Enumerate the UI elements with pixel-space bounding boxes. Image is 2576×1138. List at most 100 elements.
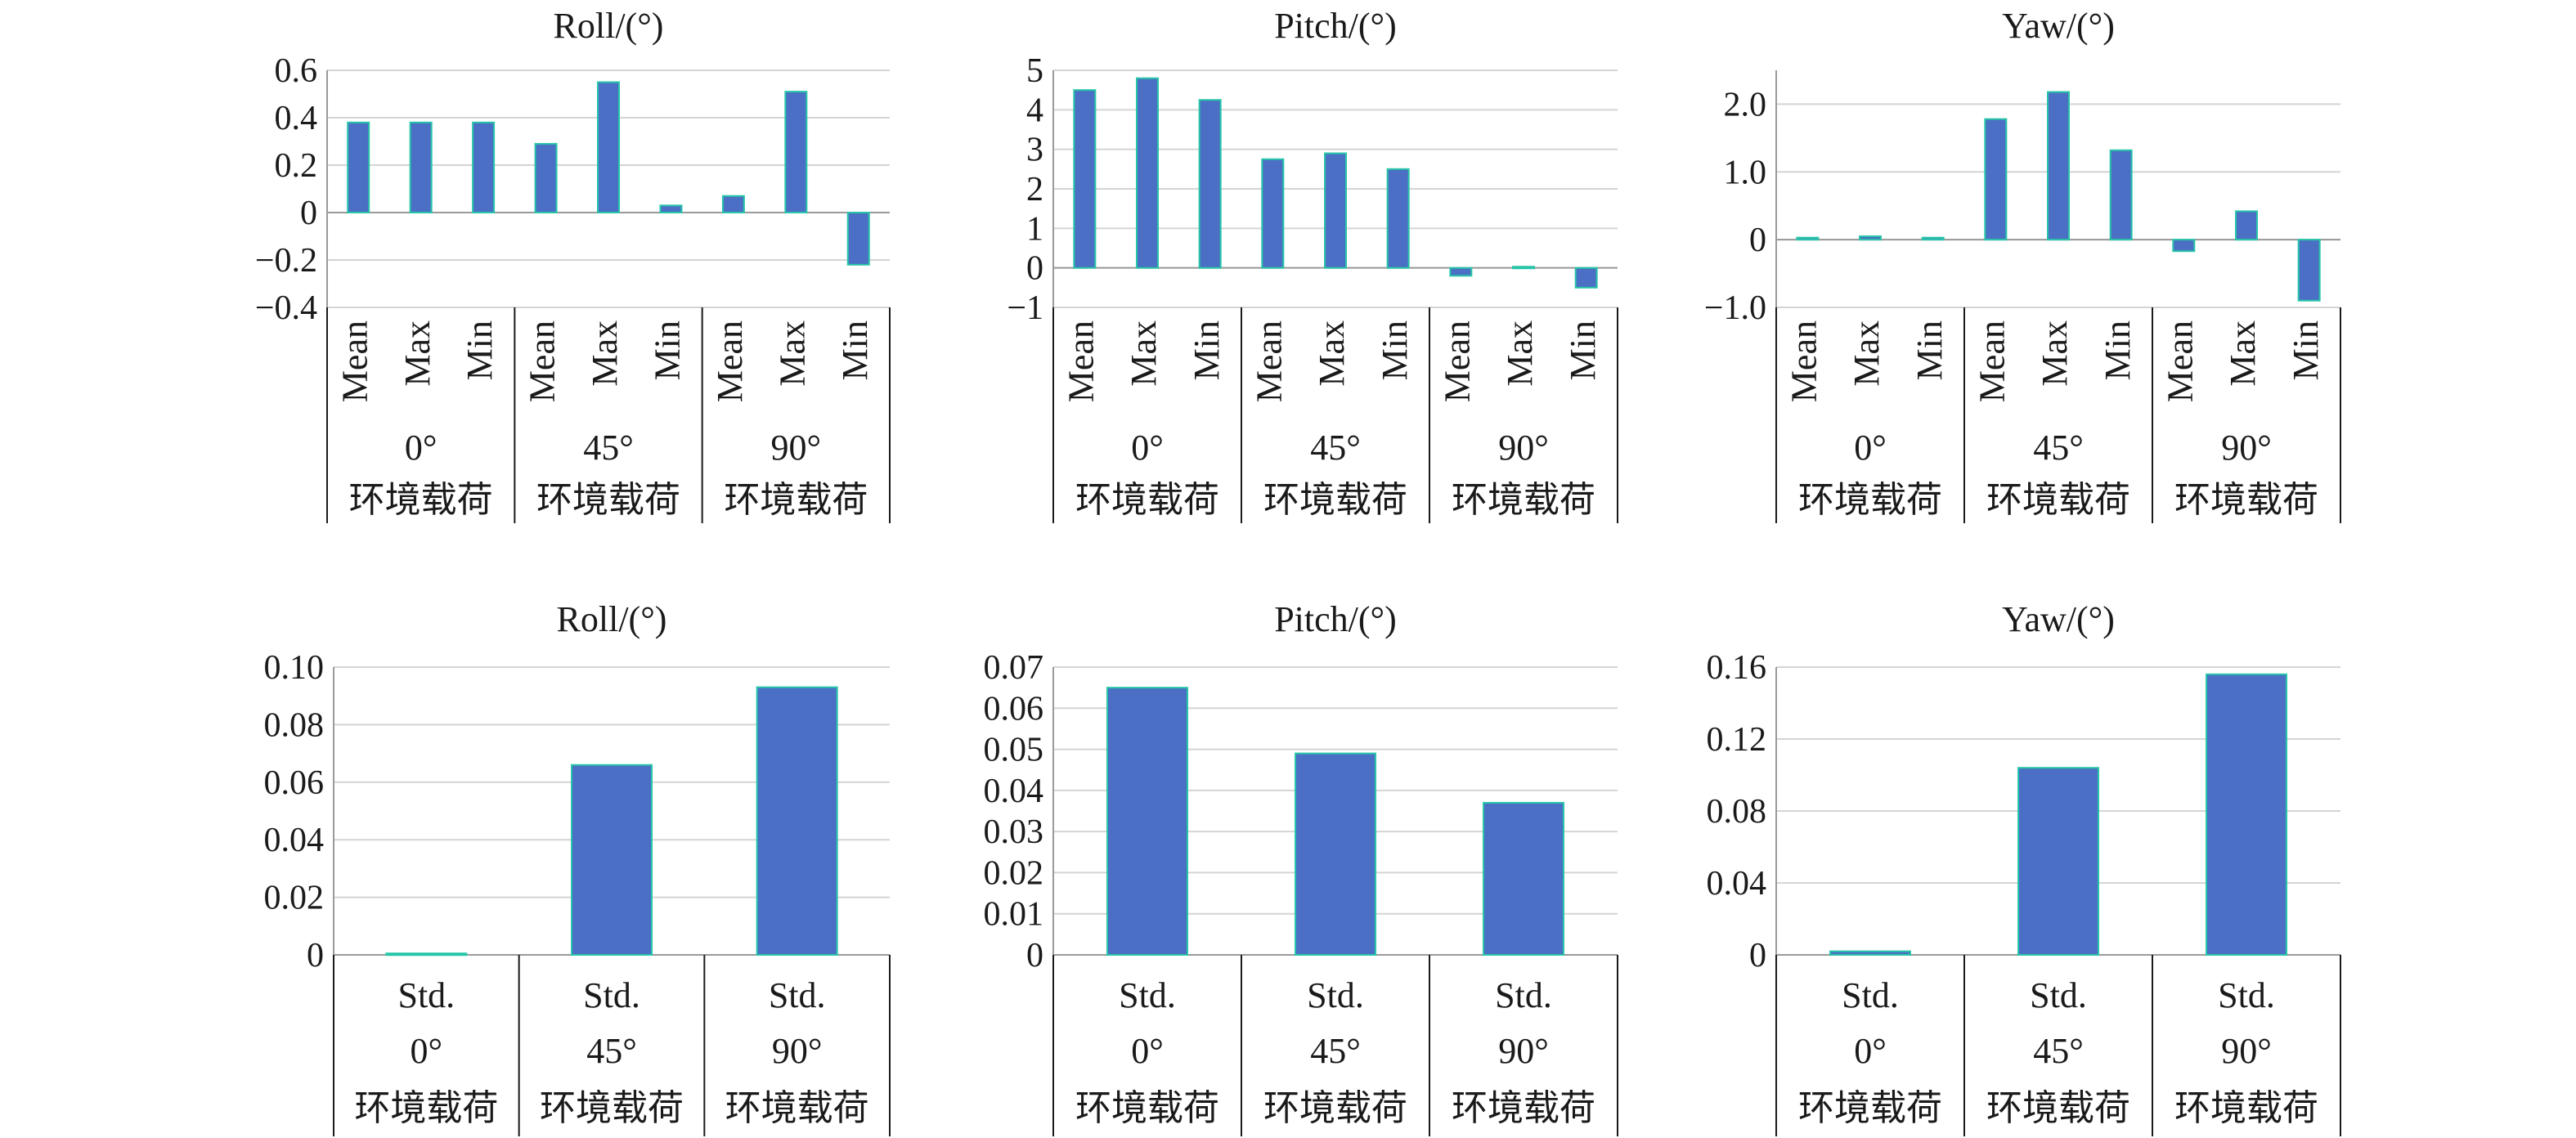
- chart-4-ytick-label: 0.04: [264, 822, 325, 859]
- chart-1-category-label: Min: [835, 320, 875, 380]
- chart-3-ytick-label: 1.0: [1724, 154, 1767, 191]
- chart-3-category-label: Mean: [2160, 320, 2200, 402]
- chart-5-group-angle: 45°: [1310, 1031, 1361, 1071]
- chart-2-category-label: Min: [1563, 320, 1603, 380]
- chart-3-ytick-label: −1.0: [1704, 289, 1766, 327]
- chart-2-ytick-label: 0: [1026, 250, 1043, 288]
- chart-1-bar: [659, 204, 683, 214]
- chart-3-group-angle: 45°: [2033, 428, 2084, 468]
- chart-3-category-label: Max: [2035, 320, 2075, 387]
- chart-2-category-label: Min: [1187, 320, 1227, 380]
- chart-6-group-angle: 0°: [1854, 1031, 1887, 1071]
- chart-4-group-label: 环境载荷: [725, 1088, 869, 1128]
- chart-1-title: Roll/(°): [554, 6, 664, 46]
- chart-2-title: Pitch/(°): [1274, 6, 1397, 46]
- chart-2-ytick-label: 2: [1026, 171, 1043, 208]
- chart-2-bar: [1512, 266, 1535, 270]
- chart-3-bar: [2109, 149, 2133, 241]
- chart-3-category-label: Mean: [1784, 320, 1824, 402]
- chart-2-group-label: 环境载荷: [1263, 480, 1407, 520]
- chart-5-group-label: 环境载荷: [1263, 1088, 1407, 1128]
- chart-2-category-label: Max: [1312, 320, 1352, 387]
- chart-5-category-label: Std.: [1119, 975, 1176, 1015]
- chart-1-bar: [534, 142, 558, 213]
- chart-3-group-angle: 0°: [1854, 428, 1887, 468]
- chart-5: Pitch/(°) 00.01 0.020.030.04 0.05 0.060.07 St…: [984, 599, 1618, 1136]
- chart-1-bar: [784, 91, 808, 213]
- chart-1-ytick-label: 0: [300, 195, 317, 232]
- chart-3-bar: [1984, 118, 2008, 241]
- chart-3-bar: [1921, 236, 1945, 241]
- chart-6-ytick-label: 0.16: [1707, 649, 1767, 687]
- chart-1-group-label: 环境载荷: [536, 480, 680, 520]
- chart-4-category-label: Std.: [583, 975, 640, 1015]
- chart-2-category-label: Min: [1375, 320, 1415, 380]
- chart-6-ytick-label: 0.12: [1707, 721, 1767, 759]
- chart-3-category-label: Min: [2286, 320, 2326, 380]
- chart-3-category-label: Mean: [1972, 320, 2012, 402]
- chart-5-ytick-label: 0.07: [984, 649, 1044, 687]
- chart-6: Yaw/(°) 0 0.04 0.08 0.12 0.16 Std. 0° 环境载荷 Std. 45…: [1707, 599, 2341, 1136]
- chart-1-bar: [409, 121, 433, 213]
- chart-4-bar: [756, 686, 838, 956]
- chart-3-bar: [2297, 239, 2321, 302]
- chart-3-category-label: Max: [1847, 320, 1887, 387]
- chart-4-ytick-label: 0.02: [264, 880, 325, 917]
- chart-4-group-angle: 45°: [586, 1031, 637, 1071]
- chart-4-bar: [385, 952, 468, 957]
- chart-2-ytick-label: 1: [1026, 210, 1043, 248]
- chart-1-group-label: 环境载荷: [349, 480, 493, 520]
- chart-1-category-label: Min: [460, 320, 500, 380]
- chart-1-category-label: Mean: [334, 320, 375, 402]
- chart-5-category-label: Std.: [1495, 975, 1552, 1015]
- chart-4-group-label: 环境载荷: [540, 1088, 684, 1128]
- chart-1-group-angle: 90°: [771, 428, 822, 468]
- chart-2-group-label: 环境载荷: [1075, 480, 1219, 520]
- chart-1-category-label: Max: [585, 320, 625, 387]
- chart-3-title: Yaw/(°): [2002, 6, 2115, 46]
- chart-2-category-label: Max: [1500, 320, 1540, 387]
- chart-4-group-angle: 0°: [411, 1031, 443, 1071]
- chart-1-bar: [721, 195, 745, 213]
- chart-1-ytick-label: −0.2: [255, 242, 317, 280]
- chart-2-bar: [1136, 77, 1159, 269]
- chart-1-ytick-label: −0.4: [255, 289, 317, 327]
- chart-4-ytick-label: 0.08: [264, 706, 325, 744]
- chart-5-group-angle: 90°: [1498, 1031, 1549, 1071]
- chart-1-group-angle: 45°: [583, 428, 634, 468]
- chart-1-bar: [846, 212, 870, 266]
- chart-5-bar: [1295, 752, 1376, 956]
- chart-1-category-label: Max: [397, 320, 438, 387]
- chart-3-group-label: 环境载荷: [2174, 480, 2318, 520]
- chart-6-bar: [1829, 950, 1911, 956]
- chart-1-category-label: Mean: [710, 320, 750, 402]
- chart-6-bar: [2017, 767, 2099, 957]
- chart-1-bar: [347, 121, 370, 213]
- chart-5-bar: [1106, 687, 1188, 957]
- chart-3-bar: [1859, 235, 1882, 241]
- chart-6-group-label: 环境载荷: [1798, 1088, 1942, 1128]
- chart-3-category-label: Min: [1910, 320, 1950, 380]
- chart-2-bar: [1324, 152, 1347, 269]
- chart-2-bar: [1449, 267, 1473, 277]
- chart-2-bar: [1073, 89, 1097, 269]
- chart-6-group-angle: 45°: [2033, 1031, 2084, 1071]
- chart-6-group-angle: 90°: [2221, 1031, 2272, 1071]
- chart-5-group-label: 环境载荷: [1452, 1088, 1595, 1128]
- chart-6-category-label: Std.: [2218, 975, 2275, 1015]
- chart-1-bar: [597, 81, 620, 213]
- chart-2-ytick-label: −1: [1007, 289, 1043, 327]
- chart-4: Roll/(°) 0 0.02 0.04 0.06 0.08 0.10 Std. 0° 环境载荷 S…: [264, 599, 891, 1136]
- chart-5-category-label: Std.: [1307, 975, 1364, 1015]
- chart-6-ytick-label: 0.08: [1707, 793, 1767, 831]
- chart-5-bar: [1483, 801, 1564, 957]
- chart-4-category-label: Std.: [397, 975, 455, 1015]
- chart-1-ytick-label: 0.2: [275, 147, 318, 185]
- chart-2-group-label: 环境载荷: [1452, 480, 1595, 520]
- chart-4-category-label: Std.: [769, 975, 826, 1015]
- chart-4-title: Roll/(°): [557, 599, 667, 639]
- chart-3-bar: [1796, 236, 1820, 241]
- chart-4-ytick-label: 0.06: [264, 764, 325, 802]
- chart-1-category-label: Max: [772, 320, 812, 387]
